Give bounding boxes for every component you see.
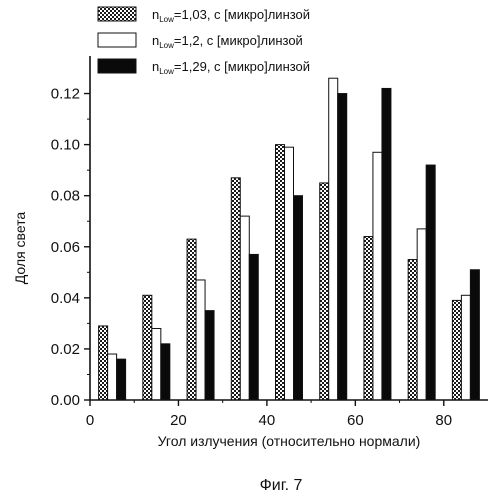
x-tick-label: 60 [347, 412, 364, 429]
bar-series-1-x-85 [452, 300, 461, 400]
bar-series-2-x-25 [196, 280, 205, 400]
bar-series-2-x-65 [373, 152, 382, 400]
legend-label-2: nLow=1,2, с [микро]линзой [152, 33, 303, 50]
bar-series-2-x-45 [285, 147, 294, 400]
y-tick-label: 0.00 [51, 392, 80, 409]
bar-series-2-x-85 [461, 295, 470, 400]
legend-swatch-2 [98, 33, 136, 47]
y-tick-label: 0.08 [51, 188, 80, 205]
y-tick-label: 0.04 [51, 290, 80, 307]
bar-series-3-x-65 [382, 88, 391, 400]
bar-series-1-x-75 [408, 260, 417, 400]
x-tick-label: 40 [259, 412, 276, 429]
y-axis-title: Доля света [12, 212, 28, 285]
bar-series-2-x-15 [152, 328, 161, 400]
bar-series-2-x-75 [417, 229, 426, 400]
legend-swatch-1 [98, 7, 136, 21]
y-tick-label: 0.02 [51, 341, 80, 358]
legend-swatch-3 [98, 59, 136, 73]
y-tick-label: 0.06 [51, 239, 80, 256]
bar-series-1-x-55 [320, 183, 329, 400]
bar-series-3-x-35 [249, 254, 258, 400]
y-tick-label: 0.12 [51, 86, 80, 103]
bar-series-3-x-75 [426, 165, 435, 400]
bar-series-3-x-25 [205, 311, 214, 400]
bar-series-1-x-45 [276, 145, 285, 400]
legend-label-1: nLow=1,03, с [микро]линзой [152, 7, 310, 24]
x-tick-label: 20 [170, 412, 187, 429]
legend: nLow=1,03, с [микро]линзой nLow=1,2, с [м… [98, 7, 310, 76]
bar-series-2-x-35 [240, 216, 249, 400]
bar-series-1-x-65 [364, 237, 373, 400]
bar-series-3-x-15 [161, 344, 170, 400]
bar-series-3-x-55 [338, 94, 347, 400]
plot-area: 0 20 40 60 80 0.00 0.02 0.04 0.06 0.08 0.10 0.12 [51, 56, 488, 429]
bars [99, 78, 480, 400]
figure-caption: Фиг. 7 [260, 477, 303, 494]
y-tick-label: 0.10 [51, 137, 80, 154]
bar-series-3-x-85 [470, 270, 479, 400]
bar-series-3-x-45 [294, 196, 303, 400]
bar-series-3-x-5 [117, 359, 126, 400]
legend-label-3: nLow=1,29, с [микро]линзой [152, 59, 310, 76]
x-axis-title: Угол излучения (относительно нормали) [158, 433, 421, 449]
x-tick-label: 0 [86, 412, 94, 429]
bar-series-2-x-55 [329, 78, 338, 400]
bar-series-2-x-5 [108, 354, 117, 400]
bar-series-1-x-25 [187, 239, 196, 400]
bar-series-1-x-35 [231, 178, 240, 400]
x-tick-label: 80 [435, 412, 452, 429]
bar-series-1-x-5 [99, 326, 108, 400]
bar-series-1-x-15 [143, 295, 152, 400]
